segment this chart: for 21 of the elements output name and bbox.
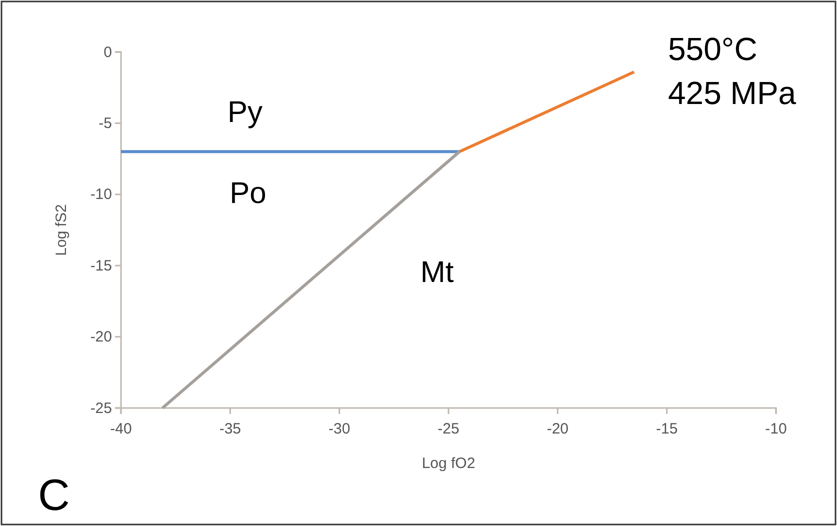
x-axis-title: Log fO2 xyxy=(422,455,476,472)
x-tick-label: -10 xyxy=(765,420,787,438)
x-tick-label: -35 xyxy=(219,420,242,438)
x-tick-label: -20 xyxy=(546,420,569,438)
y-tick-label: -10 xyxy=(90,186,112,204)
y-tick-label: -20 xyxy=(90,328,112,346)
text: C xyxy=(38,471,70,520)
annotation: Mt xyxy=(420,256,454,289)
annotation: 550°C xyxy=(668,31,758,67)
annotation: 425 MPa xyxy=(668,75,796,111)
x-tick-label: -40 xyxy=(110,420,132,438)
y-tick-label: -15 xyxy=(90,257,112,274)
annotation: Py xyxy=(227,96,263,129)
annotation: Po xyxy=(230,177,266,210)
y-tick-label: 0 xyxy=(104,44,112,61)
y-tick-label: -25 xyxy=(90,400,112,417)
x-tick-label: -25 xyxy=(438,420,460,438)
y-axis-title: Log fS2 xyxy=(53,204,70,256)
x-tick-label: -15 xyxy=(656,420,678,438)
y-tick-label: -5 xyxy=(98,115,112,132)
x-tick-label: -30 xyxy=(328,420,350,438)
